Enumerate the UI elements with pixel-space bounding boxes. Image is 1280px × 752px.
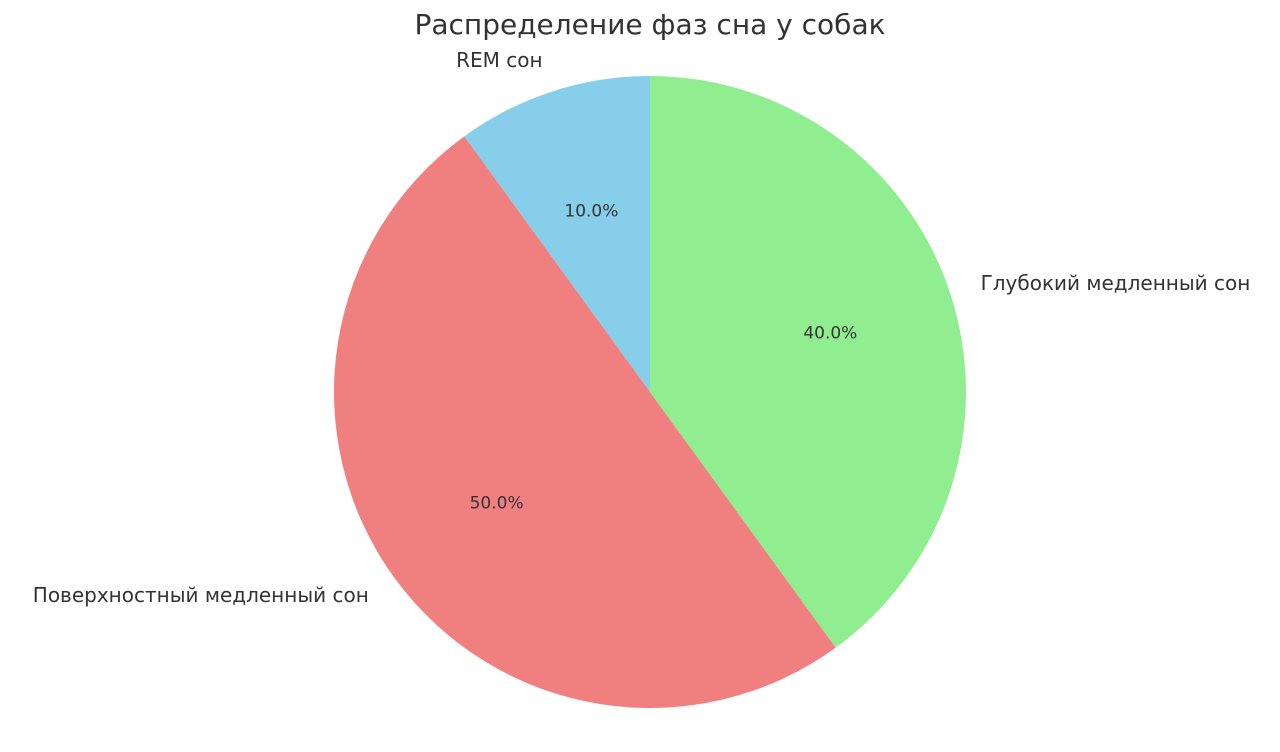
value-label: 50.0%: [470, 493, 524, 513]
value-label: 40.0%: [803, 323, 857, 343]
pie-slice: [334, 136, 836, 708]
slice-label: Глубокий медленный сон: [981, 271, 1251, 295]
slice-label: REM сон: [456, 48, 542, 72]
chart-title: Распределение фаз сна у собак: [414, 8, 885, 41]
pie-slice: [650, 76, 966, 648]
pie-slice: [464, 76, 650, 392]
slice-label: Поверхностный медленный сон: [33, 583, 369, 607]
value-label: 10.0%: [564, 202, 618, 222]
